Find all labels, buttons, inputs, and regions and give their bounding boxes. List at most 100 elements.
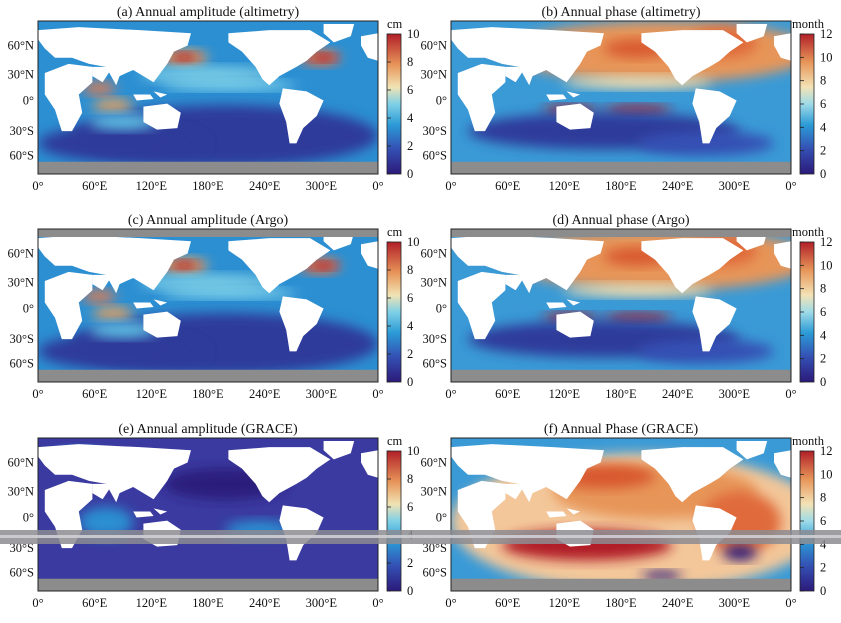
landmass [38,444,191,499]
lon-tick-label: 60°E [82,387,107,401]
colorbar-tick-label: 10 [407,444,420,458]
panel-title: (b) Annual phase (altimetry) [541,5,700,20]
lat-tick-label: 60°S [10,566,34,580]
field-blob [89,322,157,338]
colorbar-tick-label: 4 [407,111,414,125]
landmass [154,299,168,305]
colorbar-tick-label: 0 [820,375,826,389]
lon-tick-label: 120°E [549,387,581,401]
landmass [519,484,536,502]
lat-tick-label: 30°N [420,276,447,290]
lat-tick-label: 30°N [420,485,447,499]
lat-tick-label: 30°S [10,541,34,555]
lat-tick-label: 60°S [423,357,447,371]
landmass [228,30,330,85]
lon-tick-label: 180°E [192,387,224,401]
colorbar-tick-label: 0 [407,167,413,181]
lon-tick-label: 0° [785,387,796,401]
landmass [556,312,593,338]
colorbar-tick-label: 0 [407,375,413,389]
colorbar-tick-label: 10 [407,27,420,41]
landmass [737,441,768,459]
lat-tick-label: 0° [436,302,447,316]
lon-tick-label: 300°E [719,596,751,610]
colorbar-tick-label: 6 [407,500,413,514]
scan-bar-line [0,535,841,538]
field-blob [38,125,208,162]
landmass [774,450,791,478]
landmass [361,33,378,61]
landmass [451,235,604,290]
lat-tick-label: 30°S [423,332,447,346]
lat-tick-label: 30°N [7,68,34,82]
landmass [106,275,123,293]
colorbar-tick-label: 8 [407,263,413,277]
colorbar-tick-label: 2 [820,144,826,158]
landmass [106,484,123,502]
field-blob [92,99,134,112]
panel-title: (f) Annual Phase (GRACE) [544,422,699,437]
map-1: 60°N 30°N 0° 30°S 60°S 0° 60°E 120°E 180°E 240°E 3… [420,20,797,193]
lon-tick-label: 240°E [249,179,281,193]
lat-tick-label: 30°N [7,485,34,499]
landmass [133,302,153,308]
landmass [451,27,604,82]
lon-tick-label: 60°E [495,387,520,401]
colorbar-tick-label: 10 [820,50,833,64]
colorbar-unit-label: month [792,225,825,239]
colorbar-tick-label: 8 [820,491,826,505]
lat-tick-label: 30°N [7,276,34,290]
colorbar-tick-label: 4 [820,120,827,134]
landmass [324,441,355,459]
colorbar-tick-label: 12 [820,444,833,458]
colorbar-tick-label: 0 [820,584,826,598]
lat-tick-label: 60°N [420,38,447,52]
map-4: 60°N 30°N 0° 30°S 60°S 0° 60°E 120°E 180°E 240°E 3… [7,437,384,610]
lat-tick-label: 30°N [420,68,447,82]
colorbar-unit-label: cm [387,434,403,448]
colorbar-tick-label: 2 [407,347,413,361]
field-blob [82,82,117,95]
landmass [228,238,330,293]
lon-tick-label: 300°E [306,387,338,401]
field-blob [604,313,672,323]
colorbar-tick-label: 6 [820,514,826,528]
lon-tick-label: 0° [32,596,43,610]
lat-tick-label: 30°S [423,541,447,555]
landmass [567,91,581,97]
panel-title: (c) Annual amplitude (Argo) [128,213,289,228]
lon-tick-label: 0° [32,387,43,401]
landmass [154,91,168,97]
map-2: 60°N 30°N 0° 30°S 60°S 0° 60°E 120°E 180°E 240°E 3… [7,228,384,401]
landmass [361,450,378,478]
lon-tick-label: 180°E [605,179,637,193]
field-blob [89,114,157,130]
antarctica-mask [451,579,791,591]
landmass [546,511,566,517]
landmass [641,447,743,502]
landmass [133,511,153,517]
lon-tick-label: 0° [372,387,383,401]
landmass [641,30,743,85]
lat-tick-label: 60°N [7,455,34,469]
lon-tick-label: 120°E [136,179,168,193]
colorbar-tick-label: 10 [407,235,420,249]
map-frame [450,437,792,592]
lon-tick-label: 0° [445,387,456,401]
landmass [546,302,566,308]
field-blob [311,261,336,270]
lon-tick-label: 0° [785,179,796,193]
lat-tick-label: 60°S [10,357,34,371]
lon-tick-label: 0° [372,179,383,193]
lon-tick-label: 120°E [549,179,581,193]
landmass [641,238,743,293]
landmass [451,444,604,499]
lon-tick-label: 300°E [719,387,751,401]
field-blob [641,571,683,581]
colorbar-0: 0 2 4 6 8 10 cm [386,17,420,181]
lon-tick-label: 60°E [82,179,107,193]
no-data-band [451,229,791,237]
colorbar-2: 0 2 4 6 8 10 cm [386,225,420,389]
